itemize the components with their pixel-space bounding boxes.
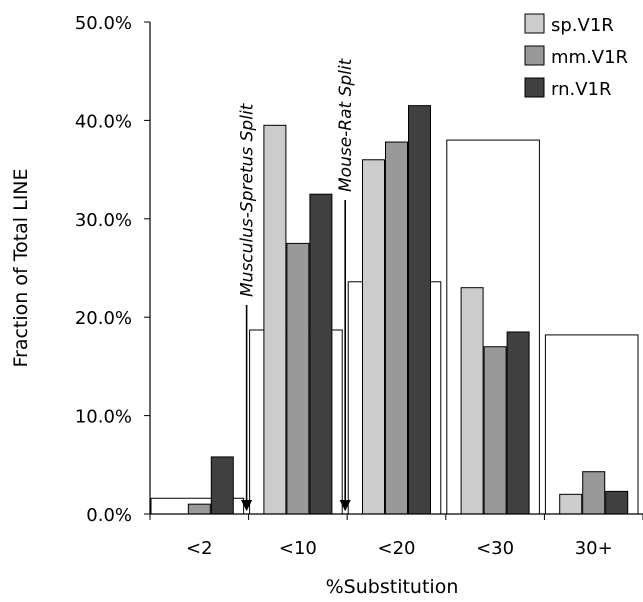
legend-label: mm.V1R (551, 47, 628, 68)
x-tick-label: 30+ (575, 538, 613, 559)
series-bars (187, 105, 629, 515)
legend-swatch (524, 13, 545, 34)
legend-swatch (524, 45, 545, 66)
x-ticks: <2 <10 <20 <30 30+ (149, 514, 643, 559)
y-tick-label: 40.0% (75, 111, 132, 132)
y-tick-label: 30.0% (75, 210, 132, 231)
bar-mm-v1r (483, 346, 507, 515)
bar-rn-v1r (210, 456, 234, 515)
split-annotation-label: Musculus-Spretus Split (238, 102, 258, 297)
bar-mm-v1r (582, 471, 606, 515)
legend-label: sp.V1R (551, 15, 614, 36)
legend: sp.V1R mm.V1R rn.V1R (524, 13, 628, 100)
bar-rn-v1r (408, 105, 431, 515)
bar-mm-v1r (286, 242, 310, 515)
x-axis-title: %Substitution (326, 576, 459, 598)
x-tick-label: <10 (279, 538, 317, 559)
y-tick-label: 50.0% (75, 13, 132, 34)
legend-label: rn.V1R (551, 79, 612, 100)
y-tick-label: 0.0% (86, 505, 132, 526)
bar-rn-v1r (309, 193, 333, 515)
y-tick-label: 20.0% (75, 308, 132, 329)
split-annotation-label: Mouse-Rat Split (336, 57, 356, 192)
y-tick-label: 10.0% (75, 407, 132, 428)
x-tick-label: <30 (476, 538, 514, 559)
bar-rn-v1r (605, 490, 629, 515)
bar-sp-v1r (460, 287, 484, 515)
y-ticks: 0.0% 10.0% 20.0% 30.0% 40.0% 50.0% (75, 13, 150, 526)
bar-rn-v1r (506, 331, 530, 515)
bar-sp-v1r (362, 159, 385, 515)
axes (149, 22, 643, 515)
x-tick-label: <20 (378, 538, 416, 559)
bar-mm-v1r (385, 141, 408, 515)
bar-sp-v1r (559, 493, 583, 515)
legend-swatch (524, 77, 545, 98)
bar-sp-v1r (263, 124, 287, 515)
bar-mm-v1r (187, 503, 211, 515)
x-tick-label: <2 (186, 538, 213, 559)
annotations: Musculus-Spretus Split Mouse-Rat Split (238, 57, 356, 512)
y-axis-title: Fraction of Total LINE (10, 168, 32, 367)
